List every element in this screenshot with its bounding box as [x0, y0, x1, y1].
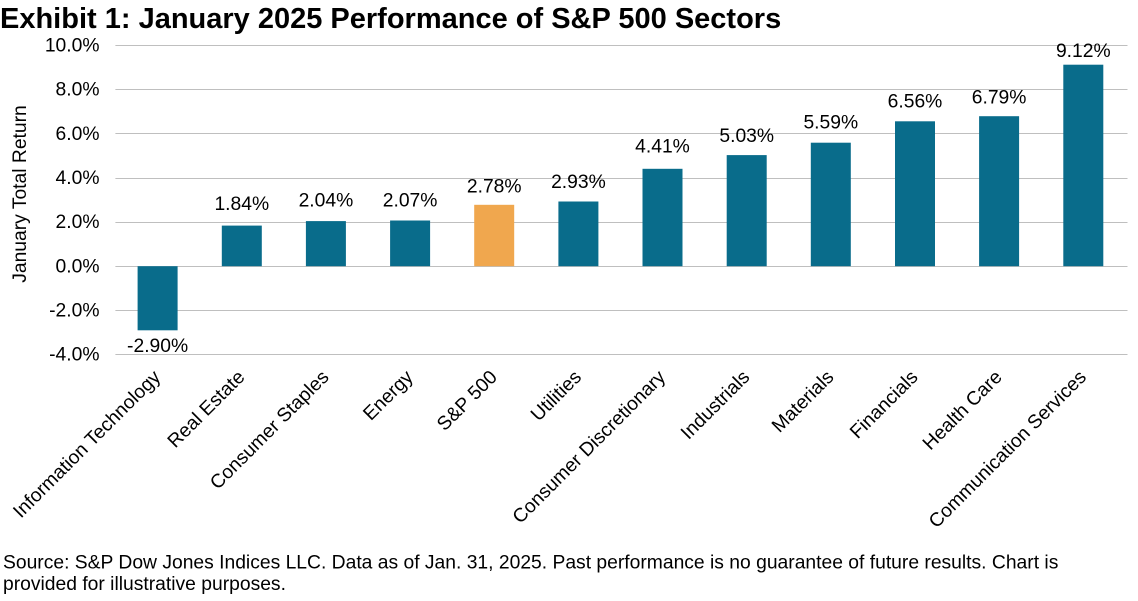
svg-text:9.12%: 9.12%: [1056, 41, 1111, 62]
svg-text:2.0%: 2.0%: [56, 212, 100, 233]
svg-text:Source: S&P Dow Jones Indices: Source: S&P Dow Jones Indices LLC. Data …: [3, 553, 1058, 574]
svg-text:5.59%: 5.59%: [803, 113, 858, 134]
svg-text:January Total Return: January Total Return: [10, 105, 31, 283]
svg-text:4.0%: 4.0%: [56, 168, 100, 189]
svg-text:-4.0%: -4.0%: [49, 345, 99, 366]
svg-text:2.93%: 2.93%: [551, 172, 606, 193]
svg-text:provided for illustrative purp: provided for illustrative purposes.: [3, 574, 286, 595]
svg-text:1.84%: 1.84%: [214, 194, 269, 215]
svg-text:5.03%: 5.03%: [719, 126, 774, 147]
svg-text:Exhibit 1: January 2025 Perfor: Exhibit 1: January 2025 Performance of S…: [0, 3, 781, 35]
svg-text:0.0%: 0.0%: [56, 256, 100, 277]
svg-text:-2.0%: -2.0%: [49, 301, 99, 322]
svg-text:6.79%: 6.79%: [972, 87, 1027, 108]
svg-text:6.0%: 6.0%: [56, 124, 100, 145]
svg-text:4.41%: 4.41%: [635, 136, 690, 157]
svg-text:2.07%: 2.07%: [383, 191, 438, 212]
svg-text:-2.90%: -2.90%: [127, 336, 188, 357]
svg-text:2.78%: 2.78%: [467, 177, 522, 198]
svg-text:6.56%: 6.56%: [888, 92, 943, 113]
svg-text:10.0%: 10.0%: [45, 35, 100, 56]
svg-text:8.0%: 8.0%: [56, 80, 100, 101]
svg-text:2.04%: 2.04%: [299, 191, 354, 212]
